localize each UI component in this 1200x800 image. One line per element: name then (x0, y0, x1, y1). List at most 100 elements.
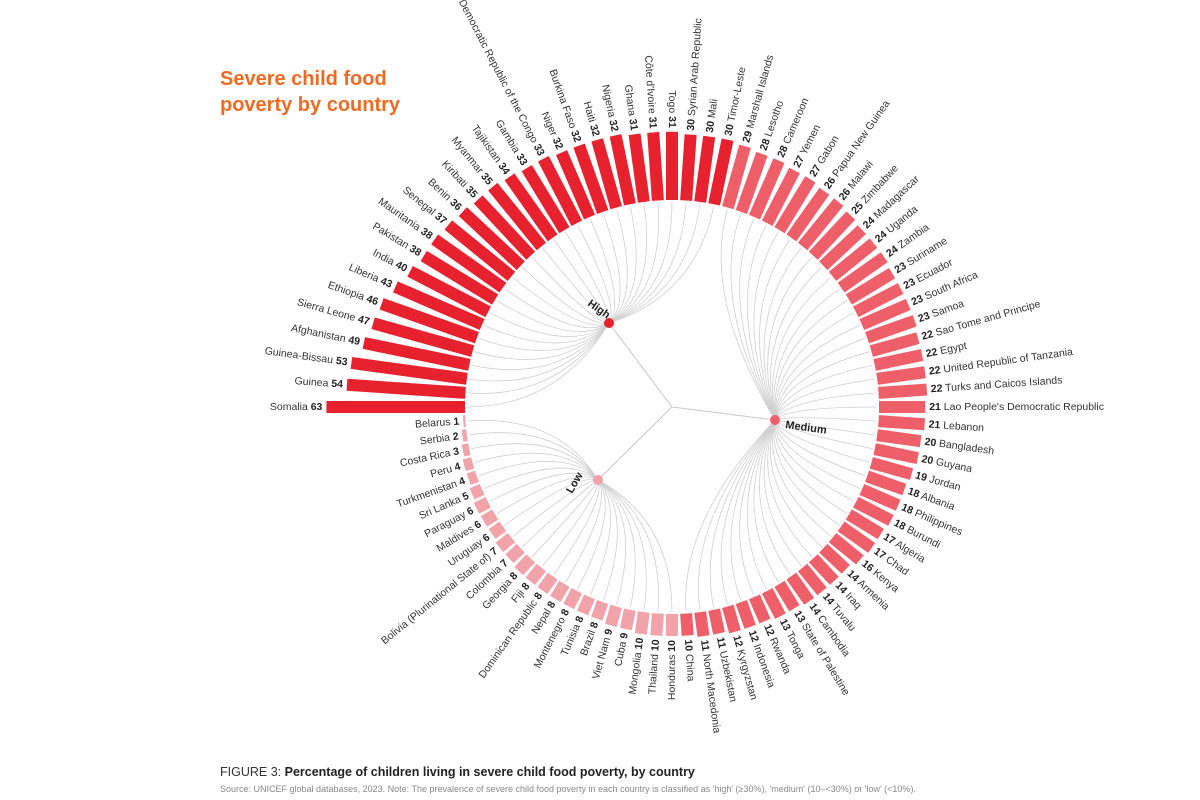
bar-thailand (650, 613, 664, 636)
bar-value: 10 (666, 640, 678, 652)
link-iraq (767, 419, 813, 558)
link-turks-and-caicos-islands (774, 392, 877, 421)
bar-serbia (461, 429, 468, 442)
bar-guyana (873, 443, 919, 464)
link-tunisia (589, 479, 611, 596)
bars (326, 131, 928, 637)
bar-mauritania (431, 234, 507, 293)
hub-link-medium (671, 406, 776, 421)
link-egypt (774, 364, 873, 421)
bar-value: 5 (461, 490, 471, 503)
bar-timor-leste (708, 138, 734, 206)
country-name: Jordan (925, 472, 962, 493)
bar-togo (666, 131, 678, 200)
bar-value: 18 (906, 485, 921, 500)
link-madagascar (770, 266, 823, 421)
bar-nepal (550, 580, 570, 603)
bar-iraq (808, 554, 839, 585)
bar-value: 21 (928, 418, 941, 431)
link-uruguay (504, 478, 599, 526)
bar-value: 53 (335, 355, 348, 369)
bar-value: 30 (722, 123, 736, 137)
link-india (489, 312, 610, 337)
bar-sri-lanka (469, 483, 485, 500)
bar-guinea-bissau (350, 356, 468, 385)
bar-kenya (828, 532, 864, 565)
bar-dominican-republic (537, 572, 558, 594)
country-name: Cuba (612, 637, 629, 667)
hub-link-low (597, 406, 673, 481)
link-zambia (773, 288, 840, 421)
bar-india (407, 265, 491, 318)
bar-value: 12 (746, 629, 761, 644)
bar-value: 31 (627, 118, 641, 131)
bar-uzbekistan (708, 608, 725, 635)
bar-lao-people-s-democratic-republic (879, 401, 926, 413)
bar-value: 32 (550, 136, 566, 152)
country-name: Thailand (646, 651, 661, 695)
link-kenya (772, 419, 832, 537)
label-nigeria: Nigeria 32 (599, 83, 621, 132)
label-egypt: 22 Egypt (925, 340, 968, 360)
bar-value: 31 (646, 116, 659, 129)
bar-value: 3 (452, 445, 460, 458)
bar-value: 20 (920, 453, 934, 467)
bar-value: 10 (649, 639, 662, 652)
link-togo (608, 201, 673, 324)
bar-turks-and-caicos-islands (878, 383, 928, 399)
bar-value: 22 (930, 382, 943, 395)
country-name: Niger (539, 110, 561, 140)
bar-burkina-faso (573, 143, 609, 214)
label-belarus: Belarus 1 (415, 415, 460, 430)
bar-value: 28 (757, 137, 772, 152)
bar-value: 10 (682, 639, 695, 652)
label-somalia: Somalia 63 (270, 401, 323, 413)
bar-senegal (444, 220, 516, 282)
link-uzbekistan (709, 419, 776, 608)
bar-pakistan (420, 250, 499, 305)
bar-value: 13 (777, 617, 793, 633)
bar-value: 38 (407, 243, 423, 259)
country-name: Ethiopia (326, 279, 369, 304)
link-ecuador (774, 312, 855, 421)
country-name: Samoa (927, 297, 965, 320)
bar-peru (462, 457, 475, 471)
bar-samoa (865, 315, 917, 344)
bar-value: 20 (924, 436, 937, 450)
bar-guinea (346, 378, 466, 399)
link-burundi (774, 419, 855, 502)
bar-indonesia (735, 600, 756, 629)
link-burkina-faso (602, 213, 621, 324)
bar-value: 8 (545, 599, 558, 610)
bar-value: 30 (685, 118, 698, 131)
group-node-low (593, 475, 603, 485)
link-nigeria (608, 206, 637, 324)
link-nepal (565, 479, 602, 583)
link-paraguay (489, 472, 599, 502)
link-turkmenistan (478, 461, 599, 481)
label-mali: 30 Mali (704, 98, 720, 133)
group-node-medium (770, 415, 780, 425)
link-united-republic-of-tanzania (774, 378, 876, 421)
bar-uganda (828, 238, 878, 282)
link-kyrgyzstan (720, 419, 776, 605)
link-north-macedonia (697, 419, 776, 611)
country-name: Timor-Leste (725, 66, 749, 126)
bar-uruguay (488, 521, 507, 539)
label-india: India 40 (371, 247, 410, 275)
bar-value: 13 (792, 608, 808, 624)
label-cuba: Cuba 9 (612, 632, 631, 668)
bar-jordan (869, 457, 914, 480)
label-serbia: Serbia 2 (419, 430, 460, 447)
bar-nigeria (609, 134, 636, 206)
link-marshall-islands (720, 209, 776, 421)
label-c-te-d-ivoire: Côte d'Ivoire 31 (642, 55, 659, 129)
bar-turkmenistan (466, 470, 479, 485)
bar-value: 22 (928, 364, 941, 378)
bar-united-republic-of-tanzania (876, 366, 926, 385)
bar-egypt (873, 349, 924, 371)
link-sao-tome-and-principe (774, 351, 870, 421)
label-bolivia-plurinational-state-of: Bolivia (Plurinational State of) 7 (379, 545, 500, 647)
country-name: Bangladesh (935, 437, 995, 457)
bar-value: 29 (740, 129, 755, 144)
